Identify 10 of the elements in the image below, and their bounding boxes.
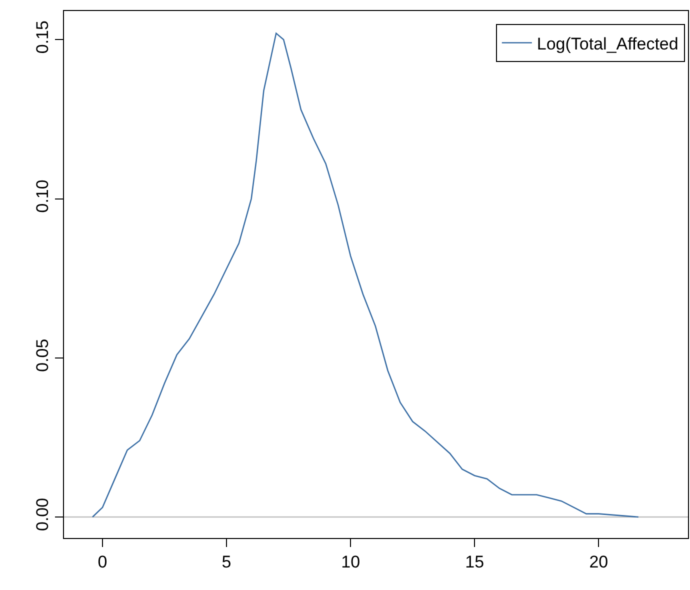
y-tick-label: 0.10 [33, 180, 52, 213]
x-tick-label: 20 [589, 552, 608, 572]
x-tick-label: 10 [341, 552, 360, 572]
x-tick-label: 0 [98, 552, 108, 572]
y-tick-label: 0.15 [33, 20, 52, 54]
x-tick-label: 15 [465, 552, 484, 572]
y-tick-label: 0.05 [33, 338, 52, 372]
x-tick-label: 5 [222, 552, 232, 572]
y-tick-label: 0.00 [33, 498, 52, 531]
legend-label: Log(Total_Affected [536, 34, 678, 54]
